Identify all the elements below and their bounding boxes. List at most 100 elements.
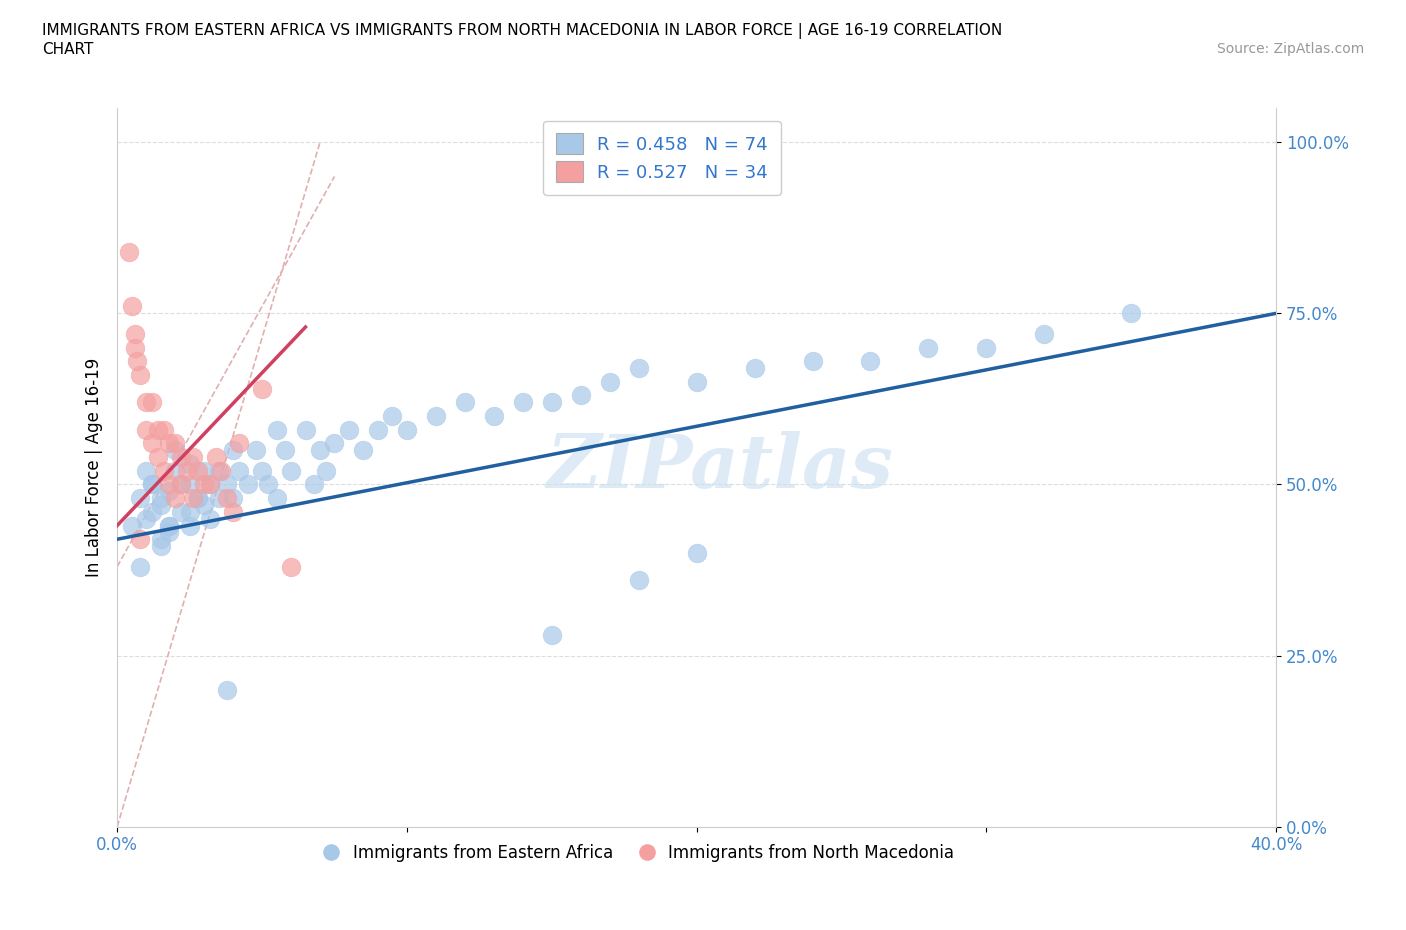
- Point: [118, 245, 141, 259]
- Legend: Immigrants from Eastern Africa, Immigrants from North Macedonia: Immigrants from Eastern Africa, Immigran…: [316, 837, 960, 869]
- Y-axis label: In Labor Force | Age 16-19: In Labor Force | Age 16-19: [86, 358, 103, 577]
- Point: [181, 491, 204, 506]
- Point: [395, 422, 418, 437]
- Point: [157, 484, 180, 498]
- Point: [157, 525, 180, 539]
- Point: [121, 299, 143, 314]
- Point: [859, 353, 882, 368]
- Point: [146, 422, 169, 437]
- Point: [193, 477, 215, 492]
- Point: [540, 395, 562, 410]
- Point: [141, 504, 163, 519]
- Point: [217, 477, 239, 492]
- Point: [599, 375, 621, 390]
- Point: [135, 463, 157, 478]
- Point: [250, 463, 273, 478]
- Text: IMMIGRANTS FROM EASTERN AFRICA VS IMMIGRANTS FROM NORTH MACEDONIA IN LABOR FORCE: IMMIGRANTS FROM EASTERN AFRICA VS IMMIGR…: [42, 23, 1002, 57]
- Point: [257, 477, 280, 492]
- Point: [135, 512, 157, 526]
- Point: [157, 477, 180, 492]
- Point: [165, 443, 187, 458]
- Point: [135, 395, 157, 410]
- Point: [129, 491, 152, 506]
- Point: [141, 395, 163, 410]
- Point: [141, 477, 163, 492]
- Point: [179, 477, 201, 492]
- Point: [165, 463, 187, 478]
- Point: [198, 477, 221, 492]
- Point: [187, 491, 209, 506]
- Point: [193, 498, 215, 512]
- Point: [146, 449, 169, 464]
- Point: [152, 422, 174, 437]
- Point: [976, 340, 998, 355]
- Point: [170, 504, 193, 519]
- Point: [1121, 306, 1143, 321]
- Point: [627, 573, 650, 588]
- Point: [309, 443, 332, 458]
- Point: [425, 408, 447, 423]
- Point: [149, 491, 172, 506]
- Point: [222, 504, 245, 519]
- Point: [152, 463, 174, 478]
- Point: [266, 491, 288, 506]
- Point: [222, 443, 245, 458]
- Point: [193, 463, 215, 478]
- Point: [627, 361, 650, 376]
- Point: [236, 477, 259, 492]
- Point: [124, 340, 146, 355]
- Point: [228, 463, 250, 478]
- Text: Source: ZipAtlas.com: Source: ZipAtlas.com: [1216, 42, 1364, 56]
- Point: [294, 422, 316, 437]
- Point: [744, 361, 766, 376]
- Point: [141, 436, 163, 451]
- Point: [176, 463, 198, 478]
- Point: [353, 443, 375, 458]
- Point: [207, 491, 229, 506]
- Point: [165, 436, 187, 451]
- Point: [323, 436, 346, 451]
- Point: [157, 518, 180, 533]
- Point: [170, 449, 193, 464]
- Point: [121, 518, 143, 533]
- Point: [250, 381, 273, 396]
- Point: [141, 477, 163, 492]
- Point: [187, 463, 209, 478]
- Point: [685, 375, 707, 390]
- Point: [187, 491, 209, 506]
- Point: [149, 498, 172, 512]
- Point: [124, 326, 146, 341]
- Point: [179, 518, 201, 533]
- Point: [381, 408, 404, 423]
- Point: [228, 436, 250, 451]
- Point: [170, 477, 193, 492]
- Point: [274, 443, 297, 458]
- Point: [198, 477, 221, 492]
- Point: [917, 340, 939, 355]
- Point: [801, 353, 824, 368]
- Point: [129, 559, 152, 574]
- Point: [454, 395, 477, 410]
- Point: [181, 449, 204, 464]
- Point: [135, 422, 157, 437]
- Point: [165, 491, 187, 506]
- Point: [482, 408, 505, 423]
- Point: [157, 436, 180, 451]
- Point: [315, 463, 337, 478]
- Point: [129, 532, 152, 547]
- Point: [217, 491, 239, 506]
- Point: [204, 449, 226, 464]
- Point: [302, 477, 325, 492]
- Point: [129, 367, 152, 382]
- Point: [367, 422, 389, 437]
- Point: [127, 353, 149, 368]
- Point: [179, 457, 201, 472]
- Point: [211, 463, 233, 478]
- Point: [569, 388, 592, 403]
- Point: [179, 504, 201, 519]
- Text: ZIPatlas: ZIPatlas: [547, 432, 893, 504]
- Point: [1033, 326, 1056, 341]
- Point: [149, 538, 172, 553]
- Point: [207, 463, 229, 478]
- Point: [245, 443, 267, 458]
